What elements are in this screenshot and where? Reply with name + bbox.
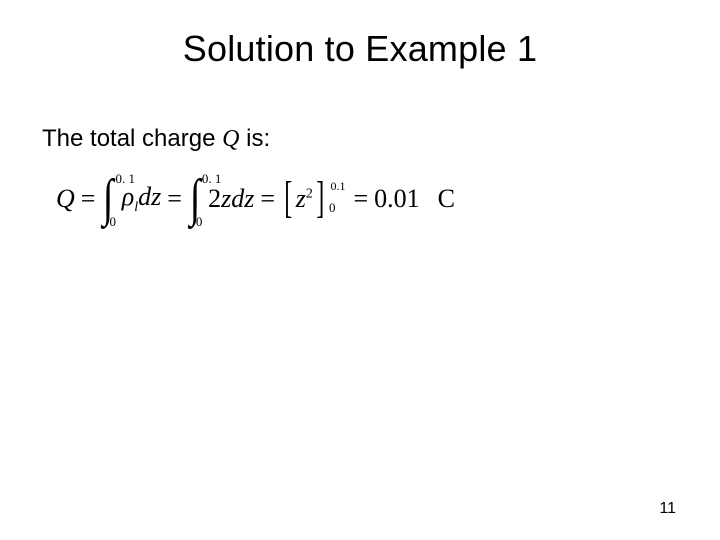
z-var: z <box>221 184 231 213</box>
intro-suffix: is: <box>239 125 270 152</box>
eq-lhs-Q: Q <box>56 184 75 214</box>
integral-1-upper: 0. 1 <box>115 172 135 185</box>
slide-title: Solution to Example 1 <box>0 28 720 70</box>
bracket-inner: z2 <box>296 184 313 214</box>
right-bracket-icon: ] <box>316 183 324 214</box>
integral-1: 0. 1 ∫ 0 <box>101 178 115 220</box>
integrand-1: ρldz <box>122 182 162 216</box>
slide: Solution to Example 1 The total charge Q… <box>0 0 720 540</box>
bracket-z: z <box>296 184 306 213</box>
integral-1-lower: 0 <box>109 215 116 228</box>
dz-2: dz <box>231 184 254 213</box>
intro-var-q: Q <box>222 126 239 152</box>
eq-equals-4: = <box>353 184 368 214</box>
result-unit: C <box>438 184 455 214</box>
eq-equals-1: = <box>81 184 96 214</box>
intro-line: The total charge Q is: <box>42 125 270 153</box>
integrand-2: 2zdz <box>208 184 254 214</box>
integral-2-upper: 0. 1 <box>202 172 222 185</box>
eq-equals-3: = <box>260 184 275 214</box>
left-bracket-icon: [ <box>284 183 292 214</box>
bracket-z-power: 2 <box>306 186 313 201</box>
dz-1: dz <box>138 182 161 211</box>
integral-2-lower: 0 <box>196 215 203 228</box>
coeff-2: 2 <box>208 184 221 213</box>
bracket-term: [ z2 ] 0.1 0 <box>281 183 327 214</box>
result-value: 0.01 <box>374 184 420 214</box>
bracket-upper-limit: 0.1 <box>330 179 345 194</box>
equation-row: Q = 0. 1 ∫ 0 ρldz = 0. 1 ∫ 0 2zdz = [ <box>56 178 455 220</box>
page-number: 11 <box>659 500 676 518</box>
integral-2: 0. 1 ∫ 0 <box>188 178 202 220</box>
rho-symbol: ρ <box>122 182 134 211</box>
intro-prefix: The total charge <box>42 125 222 152</box>
bracket-lower-limit: 0 <box>329 200 336 216</box>
eq-equals-2: = <box>167 184 182 214</box>
equation: Q = 0. 1 ∫ 0 ρldz = 0. 1 ∫ 0 2zdz = [ <box>56 178 455 220</box>
